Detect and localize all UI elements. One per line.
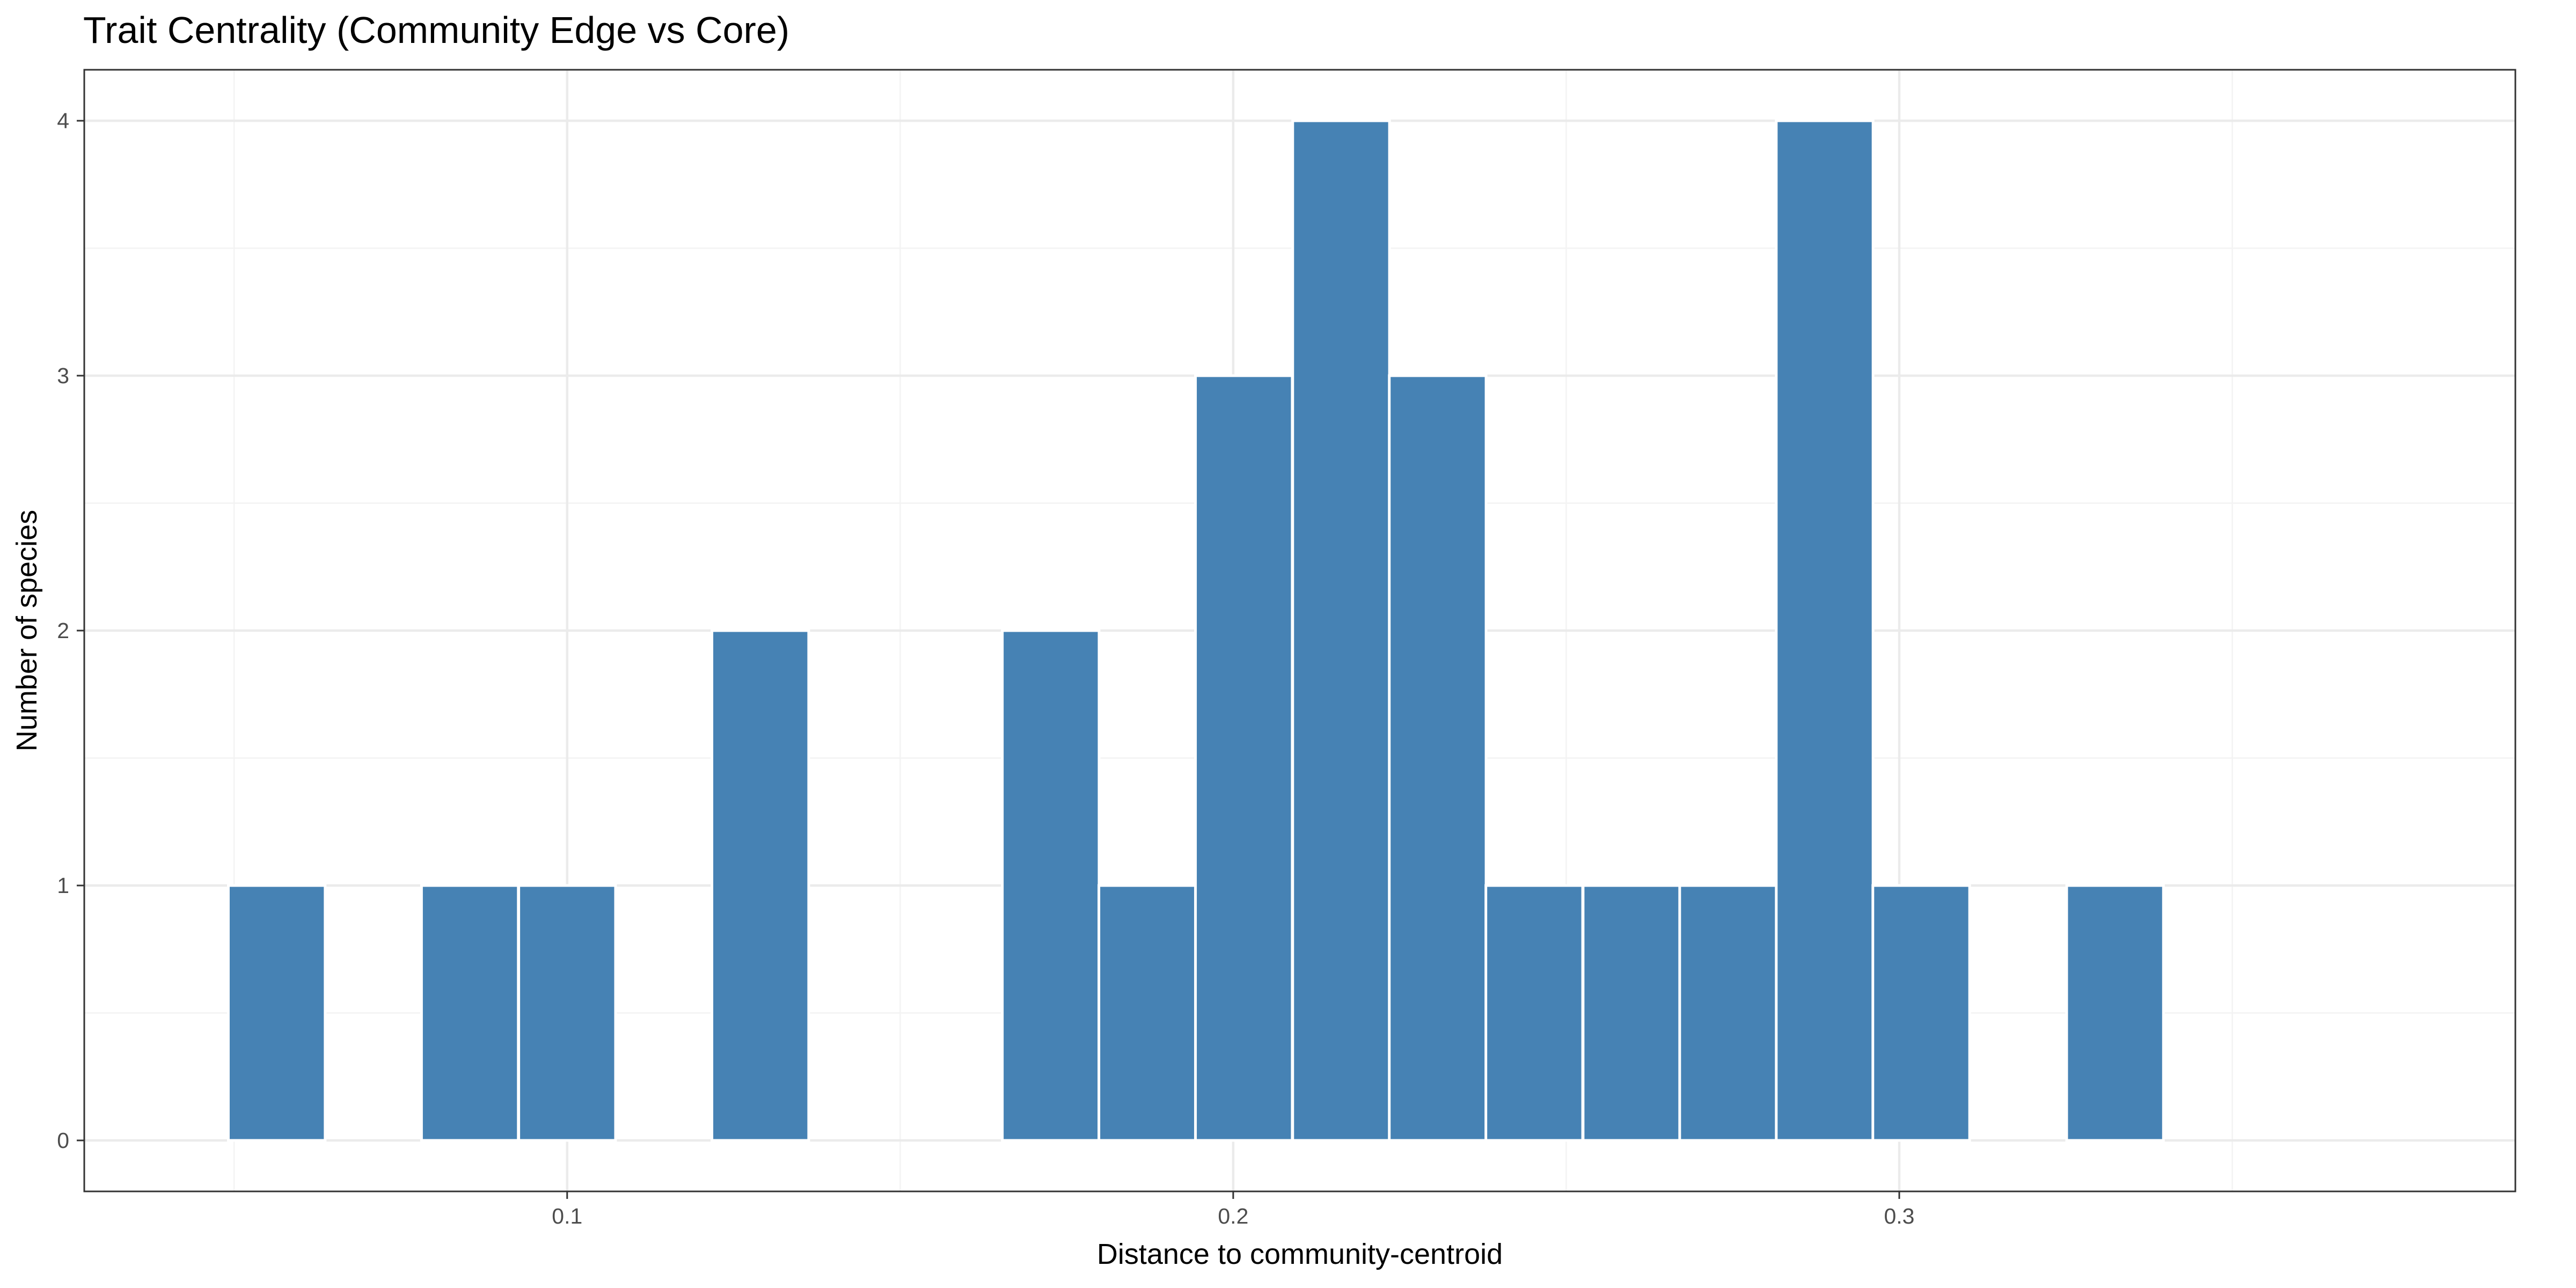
histogram-bar: [1871, 884, 1971, 1142]
histogram-bar: [226, 884, 327, 1142]
histogram-bar: [711, 629, 810, 1142]
x-tick-label: 0.2: [1218, 1204, 1248, 1228]
y-axis-title: Number of species: [11, 510, 43, 751]
chart-title: Trait Centrality (Community Edge vs Core…: [83, 9, 789, 51]
histogram-bar: [2065, 884, 2165, 1142]
histogram-bar: [1291, 119, 1391, 1142]
histogram-bar: [420, 884, 520, 1142]
x-tick-label: 0.3: [1884, 1204, 1914, 1228]
histogram-bar: [1097, 884, 1197, 1142]
y-tick-label: 2: [57, 618, 69, 643]
bars: [226, 119, 2165, 1142]
histogram-bar: [1678, 884, 1778, 1142]
y-tick-label: 4: [57, 108, 69, 133]
histogram-bar: [1775, 119, 1875, 1142]
y-tick-label: 3: [57, 363, 69, 388]
histogram-bar: [1388, 374, 1488, 1142]
histogram-bar: [517, 884, 617, 1142]
x-tick-label: 0.1: [552, 1204, 582, 1228]
histogram-bar: [1484, 884, 1584, 1142]
histogram-bar: [1582, 884, 1681, 1142]
histogram-bar: [1001, 629, 1101, 1142]
y-tick-label: 1: [57, 873, 69, 898]
x-axis-title: Distance to community-centroid: [1097, 1238, 1503, 1270]
histogram-bar: [1194, 374, 1294, 1142]
y-tick-label: 0: [57, 1128, 69, 1153]
y-axis-ticks: 0 1 2 3 4: [57, 108, 84, 1153]
x-axis-ticks: 0.1 0.2 0.3: [552, 1191, 1914, 1228]
